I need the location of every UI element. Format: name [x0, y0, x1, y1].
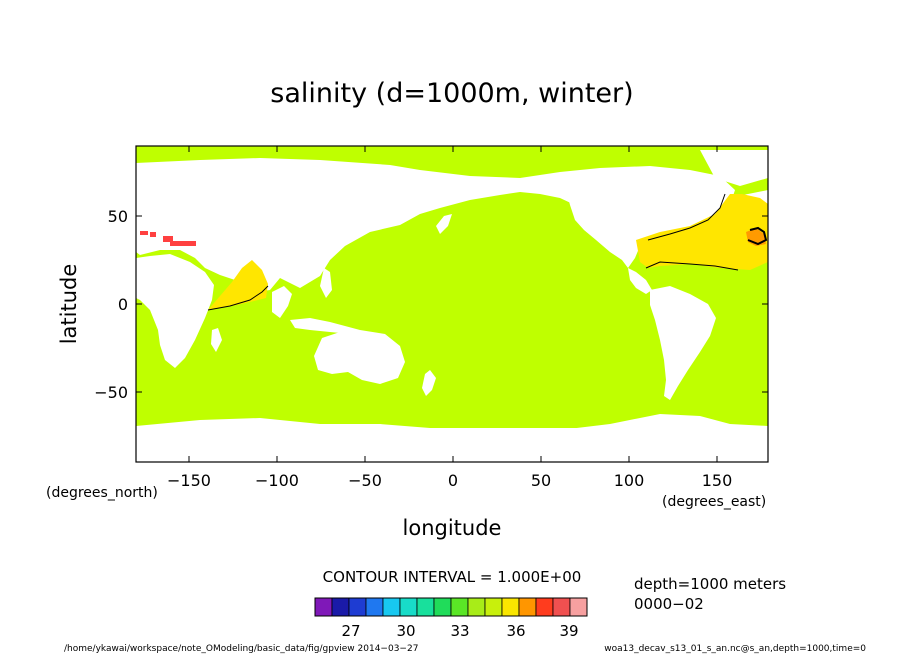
footer-dataset: woa13_decav_s13_01_s_an.nc@s_an,depth=10… [604, 644, 866, 654]
colorbar-swatch [501, 597, 520, 617]
colorbar-swatch [450, 597, 469, 617]
time-info: 0000−02 [634, 595, 704, 613]
y-tick-label: −50 [94, 383, 128, 402]
x-axis [188, 146, 718, 462]
x-tick-label: 100 [614, 471, 645, 490]
colorbar-swatch [382, 597, 401, 617]
depth-info: depth=1000 meters [634, 575, 786, 593]
map-title: salinity (d=1000m, winter) [270, 78, 633, 109]
land-north-america [560, 166, 735, 268]
colorbar-swatch [348, 597, 367, 617]
contour-lines [207, 193, 768, 311]
colorbar-swatch [416, 597, 435, 617]
y-unit-note: (degrees_north) [46, 485, 158, 501]
x-tick-label: 150 [702, 471, 733, 490]
y-tick-label: 0 [118, 295, 128, 314]
land-antarctica [136, 414, 768, 462]
colorbar [314, 597, 588, 617]
region-north-atlantic [636, 194, 768, 270]
land-south-america [650, 286, 716, 400]
footer-path: /home/ykawai/workspace/note_OModeling/ba… [64, 644, 418, 654]
colorbar-swatch [535, 597, 554, 617]
x-tick-label: 50 [531, 471, 551, 490]
x-tick-label: −50 [348, 471, 382, 490]
contour-interval-heading: CONTOUR INTERVAL = 1.000E+00 [323, 568, 582, 586]
y-axis [136, 215, 768, 393]
x-tick-label: −150 [167, 471, 211, 490]
contour-arabian [207, 285, 269, 311]
colorbar-label: 36 [506, 622, 525, 640]
colorbar-swatch [433, 597, 452, 617]
colorbar-swatch [314, 597, 333, 617]
land-new-zealand [422, 370, 436, 396]
map-plot-area [135, 145, 769, 463]
colorbar-label: 27 [341, 622, 360, 640]
land-indonesia [290, 318, 360, 334]
colorbar-swatch [518, 597, 537, 617]
x-unit-note: (degrees_east) [662, 494, 766, 510]
colorbar-swatch [569, 597, 588, 617]
contour-med-outflow [747, 226, 768, 246]
region-patch-c [163, 236, 173, 242]
colorbar-swatch [552, 597, 571, 617]
colorbar-swatch [365, 597, 384, 617]
colorbar-swatch [484, 597, 503, 617]
land-japan [436, 214, 452, 234]
colorbar-swatch [399, 597, 418, 617]
contour-atlantic-south [645, 261, 739, 271]
y-axis-label: latitude [57, 264, 81, 345]
land-eurasia [136, 158, 668, 292]
land-greenland [700, 150, 768, 186]
land-indochina [272, 286, 292, 318]
contour-atlantic-north [647, 193, 726, 241]
colorbar-frame [314, 597, 588, 617]
region-patch-b [150, 232, 156, 237]
region-patch-d [170, 241, 196, 246]
colorbar-swatch [467, 597, 486, 617]
land-masses [136, 150, 768, 462]
land-central-america [628, 268, 652, 294]
colorbar-swatch [331, 597, 350, 617]
x-tick-label: −100 [255, 471, 299, 490]
land-australia [314, 330, 405, 384]
land-madagascar [211, 328, 222, 352]
y-tick-label: 50 [108, 207, 128, 226]
region-patch-a [140, 231, 148, 235]
colorbar-label: 39 [559, 622, 578, 640]
land-philippines [320, 268, 332, 298]
colorbar-label: 33 [450, 622, 469, 640]
colorbar-label: 30 [396, 622, 415, 640]
x-tick-label: 0 [448, 471, 458, 490]
land-africa [136, 254, 214, 368]
x-axis-label: longitude [403, 516, 502, 540]
